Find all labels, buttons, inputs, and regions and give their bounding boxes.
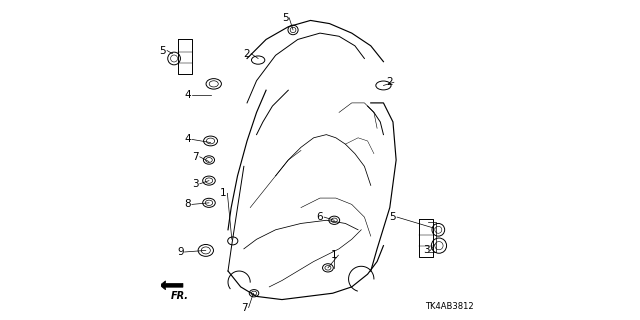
- Text: 5: 5: [159, 45, 166, 56]
- Text: TK4AB3812: TK4AB3812: [425, 302, 474, 311]
- Text: 3: 3: [193, 179, 199, 189]
- Text: 7: 7: [241, 302, 248, 313]
- Text: 2: 2: [387, 77, 393, 87]
- Text: 5: 5: [390, 212, 396, 222]
- Text: 5: 5: [282, 13, 289, 23]
- Text: FR.: FR.: [171, 291, 189, 301]
- Text: 4: 4: [184, 134, 191, 144]
- Text: 4: 4: [184, 90, 191, 100]
- Text: 1: 1: [331, 250, 337, 260]
- Text: 8: 8: [184, 199, 191, 209]
- FancyArrow shape: [160, 281, 183, 290]
- Text: 9: 9: [177, 247, 184, 257]
- Text: 7: 7: [193, 152, 199, 162]
- Text: 6: 6: [317, 212, 323, 222]
- Text: 1: 1: [220, 188, 227, 198]
- Text: 3: 3: [423, 245, 429, 255]
- Text: 2: 2: [244, 49, 250, 59]
